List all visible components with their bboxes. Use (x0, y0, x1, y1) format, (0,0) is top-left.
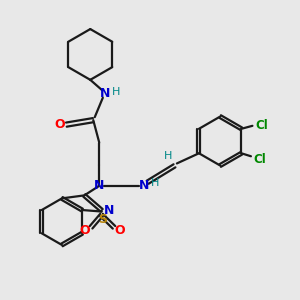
Text: Cl: Cl (255, 119, 268, 132)
Text: Cl: Cl (254, 153, 266, 166)
Text: N: N (94, 179, 104, 192)
Text: H: H (112, 87, 121, 97)
Text: N: N (139, 179, 149, 192)
Text: H: H (164, 151, 173, 161)
Text: N: N (100, 87, 110, 100)
Text: O: O (55, 118, 65, 131)
Text: H: H (151, 178, 160, 188)
Text: O: O (115, 224, 125, 237)
Text: O: O (80, 224, 90, 237)
Text: N: N (104, 204, 114, 217)
Text: S: S (98, 213, 107, 226)
